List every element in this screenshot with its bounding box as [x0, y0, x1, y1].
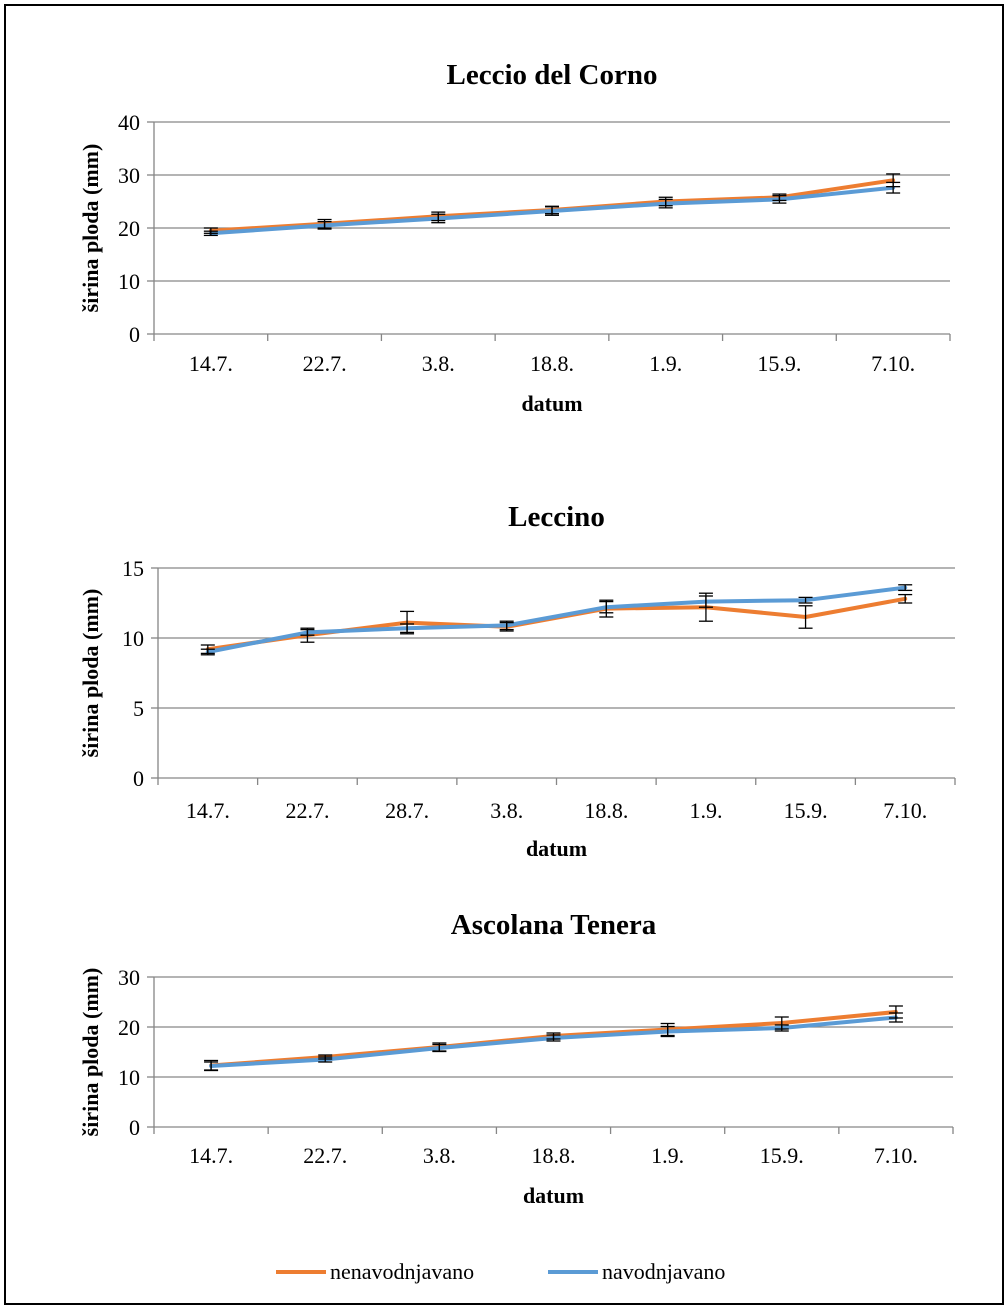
x-tick-label: 14.7.	[189, 1143, 233, 1168]
y-axis-label: širina ploda (mm)	[78, 968, 103, 1137]
x-tick-label: 7.10.	[871, 351, 915, 376]
x-tick-label: 1.9.	[651, 1143, 684, 1168]
legend-swatch-navodnjavano	[548, 1270, 598, 1274]
x-tick-label: 28.7.	[385, 798, 429, 823]
x-tick-label: 22.7.	[303, 1143, 347, 1168]
x-tick-label: 14.7.	[189, 351, 233, 376]
x-tick-label: 18.8.	[584, 798, 628, 823]
x-tick-label: 18.8.	[532, 1143, 576, 1168]
x-tick-label: 3.8.	[490, 798, 523, 823]
series-line-nenavodnjavano	[208, 178, 896, 233]
legend-label-nenavodnjavano: nenavodnjavano	[330, 1259, 475, 1284]
y-tick-label: 10	[122, 626, 144, 651]
x-tick-label: 15.9.	[757, 351, 801, 376]
legend-label-navodnjavano: navodnjavano	[602, 1259, 726, 1284]
x-tick-label: 3.8.	[423, 1143, 456, 1168]
legend-entry-nenavodnjavano: nenavodnjavano	[276, 1252, 474, 1292]
x-tick-label: 22.7.	[285, 798, 329, 823]
y-tick-label: 40	[118, 110, 140, 135]
y-tick-label: 10	[118, 1065, 140, 1090]
y-axis-label: širina ploda (mm)	[78, 144, 103, 313]
legend: nenavodnjavano navodnjavano	[0, 1252, 1008, 1292]
legend-entry-navodnjavano: navodnjavano	[548, 1252, 725, 1292]
chart-title: Ascolana Tenera	[451, 909, 657, 941]
x-tick-label: 1.9.	[649, 351, 682, 376]
chart-title: Leccino	[508, 501, 605, 533]
x-tick-label: 1.9.	[689, 798, 722, 823]
x-tick-label: 7.10.	[883, 798, 927, 823]
y-tick-label: 30	[118, 163, 140, 188]
series-line-navodnjavano	[205, 585, 908, 654]
x-tick-label: 15.9.	[784, 798, 828, 823]
y-tick-label: 10	[118, 269, 140, 294]
figure-frame	[4, 4, 1004, 1305]
legend-swatch-nenavodnjavano	[276, 1270, 326, 1274]
x-axis-label: datum	[521, 391, 582, 416]
x-tick-label: 3.8.	[422, 351, 455, 376]
y-tick-label: 20	[118, 1015, 140, 1040]
chart-title: Leccio del Corno	[446, 59, 657, 91]
y-tick-label: 0	[129, 1115, 140, 1140]
x-axis-label: datum	[526, 836, 587, 861]
series-line-navodnjavano	[209, 1015, 898, 1068]
y-tick-label: 30	[118, 965, 140, 990]
x-tick-label: 7.10.	[874, 1143, 918, 1168]
x-tick-label: 18.8.	[530, 351, 574, 376]
y-tick-label: 0	[133, 766, 144, 791]
y-tick-label: 0	[129, 322, 140, 347]
x-axis-label: datum	[523, 1183, 584, 1208]
y-tick-label: 20	[118, 216, 140, 241]
y-axis-label: širina ploda (mm)	[78, 589, 103, 758]
y-tick-label: 15	[122, 556, 144, 581]
x-tick-label: 14.7.	[186, 798, 230, 823]
x-tick-label: 15.9.	[760, 1143, 804, 1168]
x-tick-label: 22.7.	[303, 351, 347, 376]
y-tick-label: 5	[133, 696, 144, 721]
